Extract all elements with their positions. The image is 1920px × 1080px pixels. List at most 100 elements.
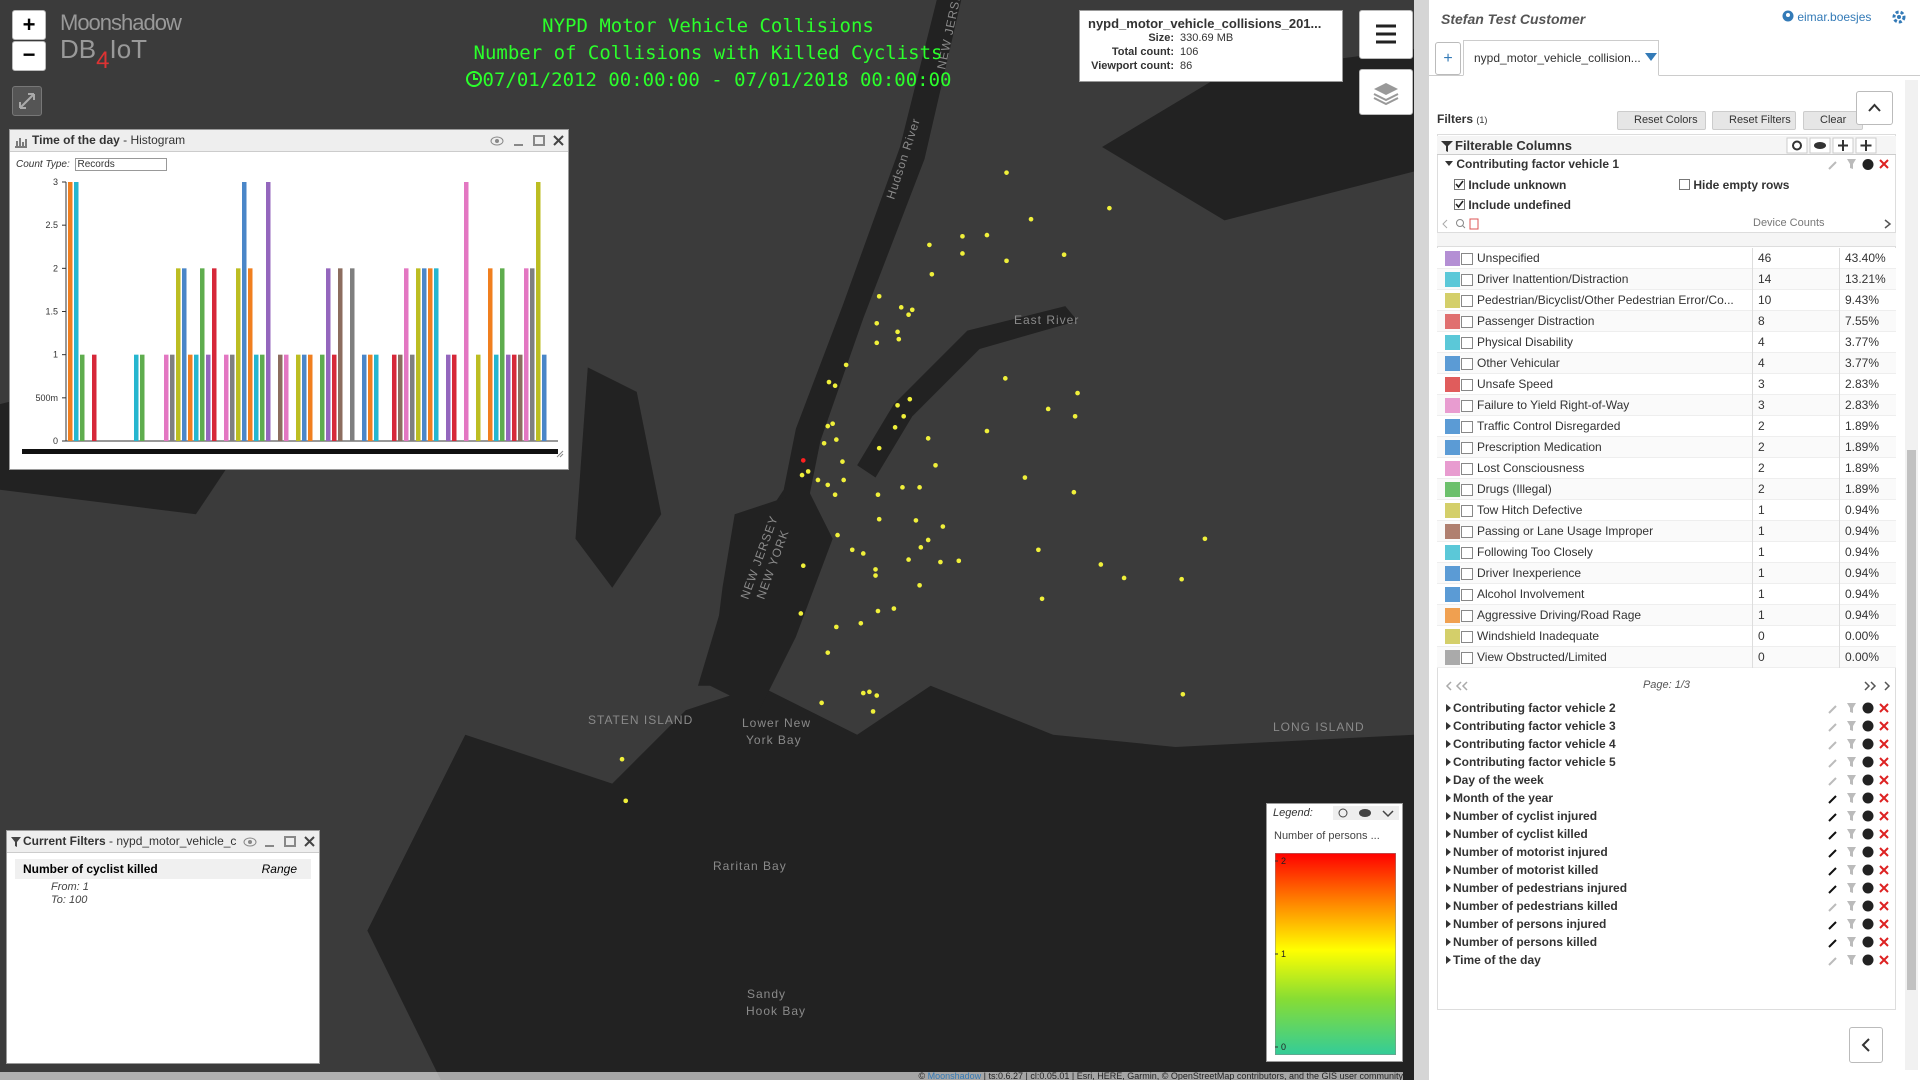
column-actions[interactable] [1827,863,1893,877]
collision-point[interactable] [826,379,832,385]
collision-point[interactable] [1028,216,1034,222]
collision-point[interactable] [1061,252,1067,258]
column-row[interactable]: Contributing factor vehicle 4 [1437,735,1896,753]
resize-grip[interactable] [556,450,564,458]
filter-row[interactable]: Number of cyclist killed Range [15,859,311,879]
tab[interactable]: nypd_motor_vehicle_collision... [1463,40,1659,76]
row-checkbox[interactable] [1461,400,1473,412]
bar[interactable] [176,268,181,441]
collision-point[interactable] [917,582,922,588]
fullscreen[interactable] [12,86,42,116]
collision-point[interactable] [860,551,866,556]
bar[interactable] [500,268,505,441]
bar[interactable] [326,268,331,441]
swatch[interactable] [1445,272,1460,287]
column-actions[interactable] [1827,701,1893,715]
column-actions[interactable] [1827,953,1893,967]
bar[interactable] [206,354,211,441]
column-row[interactable]: Number of motorist killed [1437,861,1896,879]
attribution-link[interactable]: Moonshadow [927,1072,982,1080]
collision-point[interactable] [876,516,882,522]
swatch[interactable] [1445,650,1460,665]
collision-point[interactable] [832,492,838,498]
bar[interactable] [422,268,427,441]
bar[interactable] [398,354,403,441]
column-actions[interactable] [1827,809,1893,823]
row-checkbox[interactable] [1461,442,1473,454]
column-row[interactable]: Number of cyclist injured [1437,807,1896,825]
collision-point[interactable] [860,690,866,696]
column-row[interactable]: Day of the week [1437,771,1896,789]
table-row[interactable]: Driver Inexperience 1 0.94% [1437,563,1896,584]
collision-point[interactable] [891,606,897,611]
collision-point[interactable] [900,485,905,490]
collision-point[interactable] [1107,205,1112,211]
bar[interactable] [284,354,289,441]
bar[interactable] [260,354,265,441]
collision-point[interactable] [835,532,840,538]
collision-point[interactable] [925,436,931,441]
collision-point[interactable] [1002,376,1008,381]
collision-point[interactable] [798,611,804,616]
bar[interactable] [392,354,397,441]
option[interactable]: Hide empty rows [1679,178,1789,192]
collision-point[interactable] [843,362,849,368]
swatch[interactable] [1445,566,1460,581]
collision-point[interactable] [1036,547,1041,553]
bar[interactable] [308,354,313,441]
scroll-thumb[interactable] [1907,450,1916,990]
column-actions[interactable] [1827,773,1893,787]
column-row[interactable]: Time of the day [1437,951,1896,969]
settings-icon[interactable] [1891,9,1907,25]
pager-prev[interactable] [1445,680,1475,692]
column-actions[interactable] [1827,899,1893,913]
row-checkbox[interactable] [1461,421,1473,433]
bar[interactable] [254,354,259,441]
collision-point[interactable] [815,477,821,483]
table-row[interactable]: Passenger Distraction 8 7.55% [1437,311,1896,332]
collision-point[interactable] [875,608,881,614]
bar[interactable] [188,354,193,441]
column-actions[interactable] [1827,158,1893,171]
table-row[interactable]: Driver Inattention/Distraction 14 13.21% [1437,269,1896,290]
collision-point[interactable] [1045,406,1051,412]
swatch[interactable] [1445,587,1460,602]
swatch[interactable] [1445,356,1460,371]
bar[interactable] [434,268,439,441]
bar[interactable] [362,354,367,441]
checkbox[interactable] [1454,179,1465,190]
zoom-in[interactable]: + [12,10,46,40]
column-row[interactable]: Number of persons killed [1437,933,1896,951]
table-row[interactable]: Alcohol Involvement 1 0.94% [1437,584,1896,605]
collision-point[interactable] [1071,489,1077,495]
collision-point[interactable] [1180,691,1186,697]
open-column[interactable]: Contributing factor vehicle 1 [1445,157,1619,171]
panel-controls[interactable] [243,835,317,849]
bar[interactable] [164,354,169,441]
column-row[interactable]: Number of pedestrians injured [1437,879,1896,897]
table-row[interactable]: Drugs (Illegal) 2 1.89% [1437,479,1896,500]
column-actions[interactable] [1827,755,1893,769]
bar[interactable] [404,268,409,441]
collision-point[interactable] [1039,596,1045,602]
bar[interactable] [368,354,373,441]
collision-point[interactable] [867,689,872,695]
bar[interactable] [200,268,205,441]
collision-point[interactable] [623,798,629,804]
bar[interactable] [416,268,421,441]
collision-point[interactable] [874,693,880,698]
column-actions[interactable] [1827,791,1893,805]
collision-point[interactable] [1004,258,1009,264]
collision-point[interactable] [925,537,931,543]
tab-add[interactable]: + [1435,42,1461,75]
bar[interactable] [92,354,97,441]
row-checkbox[interactable] [1461,295,1473,307]
row-checkbox[interactable] [1461,316,1473,328]
collapse-up[interactable] [1856,91,1893,125]
bar[interactable] [194,354,199,441]
bar[interactable] [512,354,517,441]
collision-point[interactable] [619,756,625,762]
bar[interactable] [140,354,145,441]
collision-point[interactable] [875,492,881,498]
collision-point[interactable] [907,396,913,402]
